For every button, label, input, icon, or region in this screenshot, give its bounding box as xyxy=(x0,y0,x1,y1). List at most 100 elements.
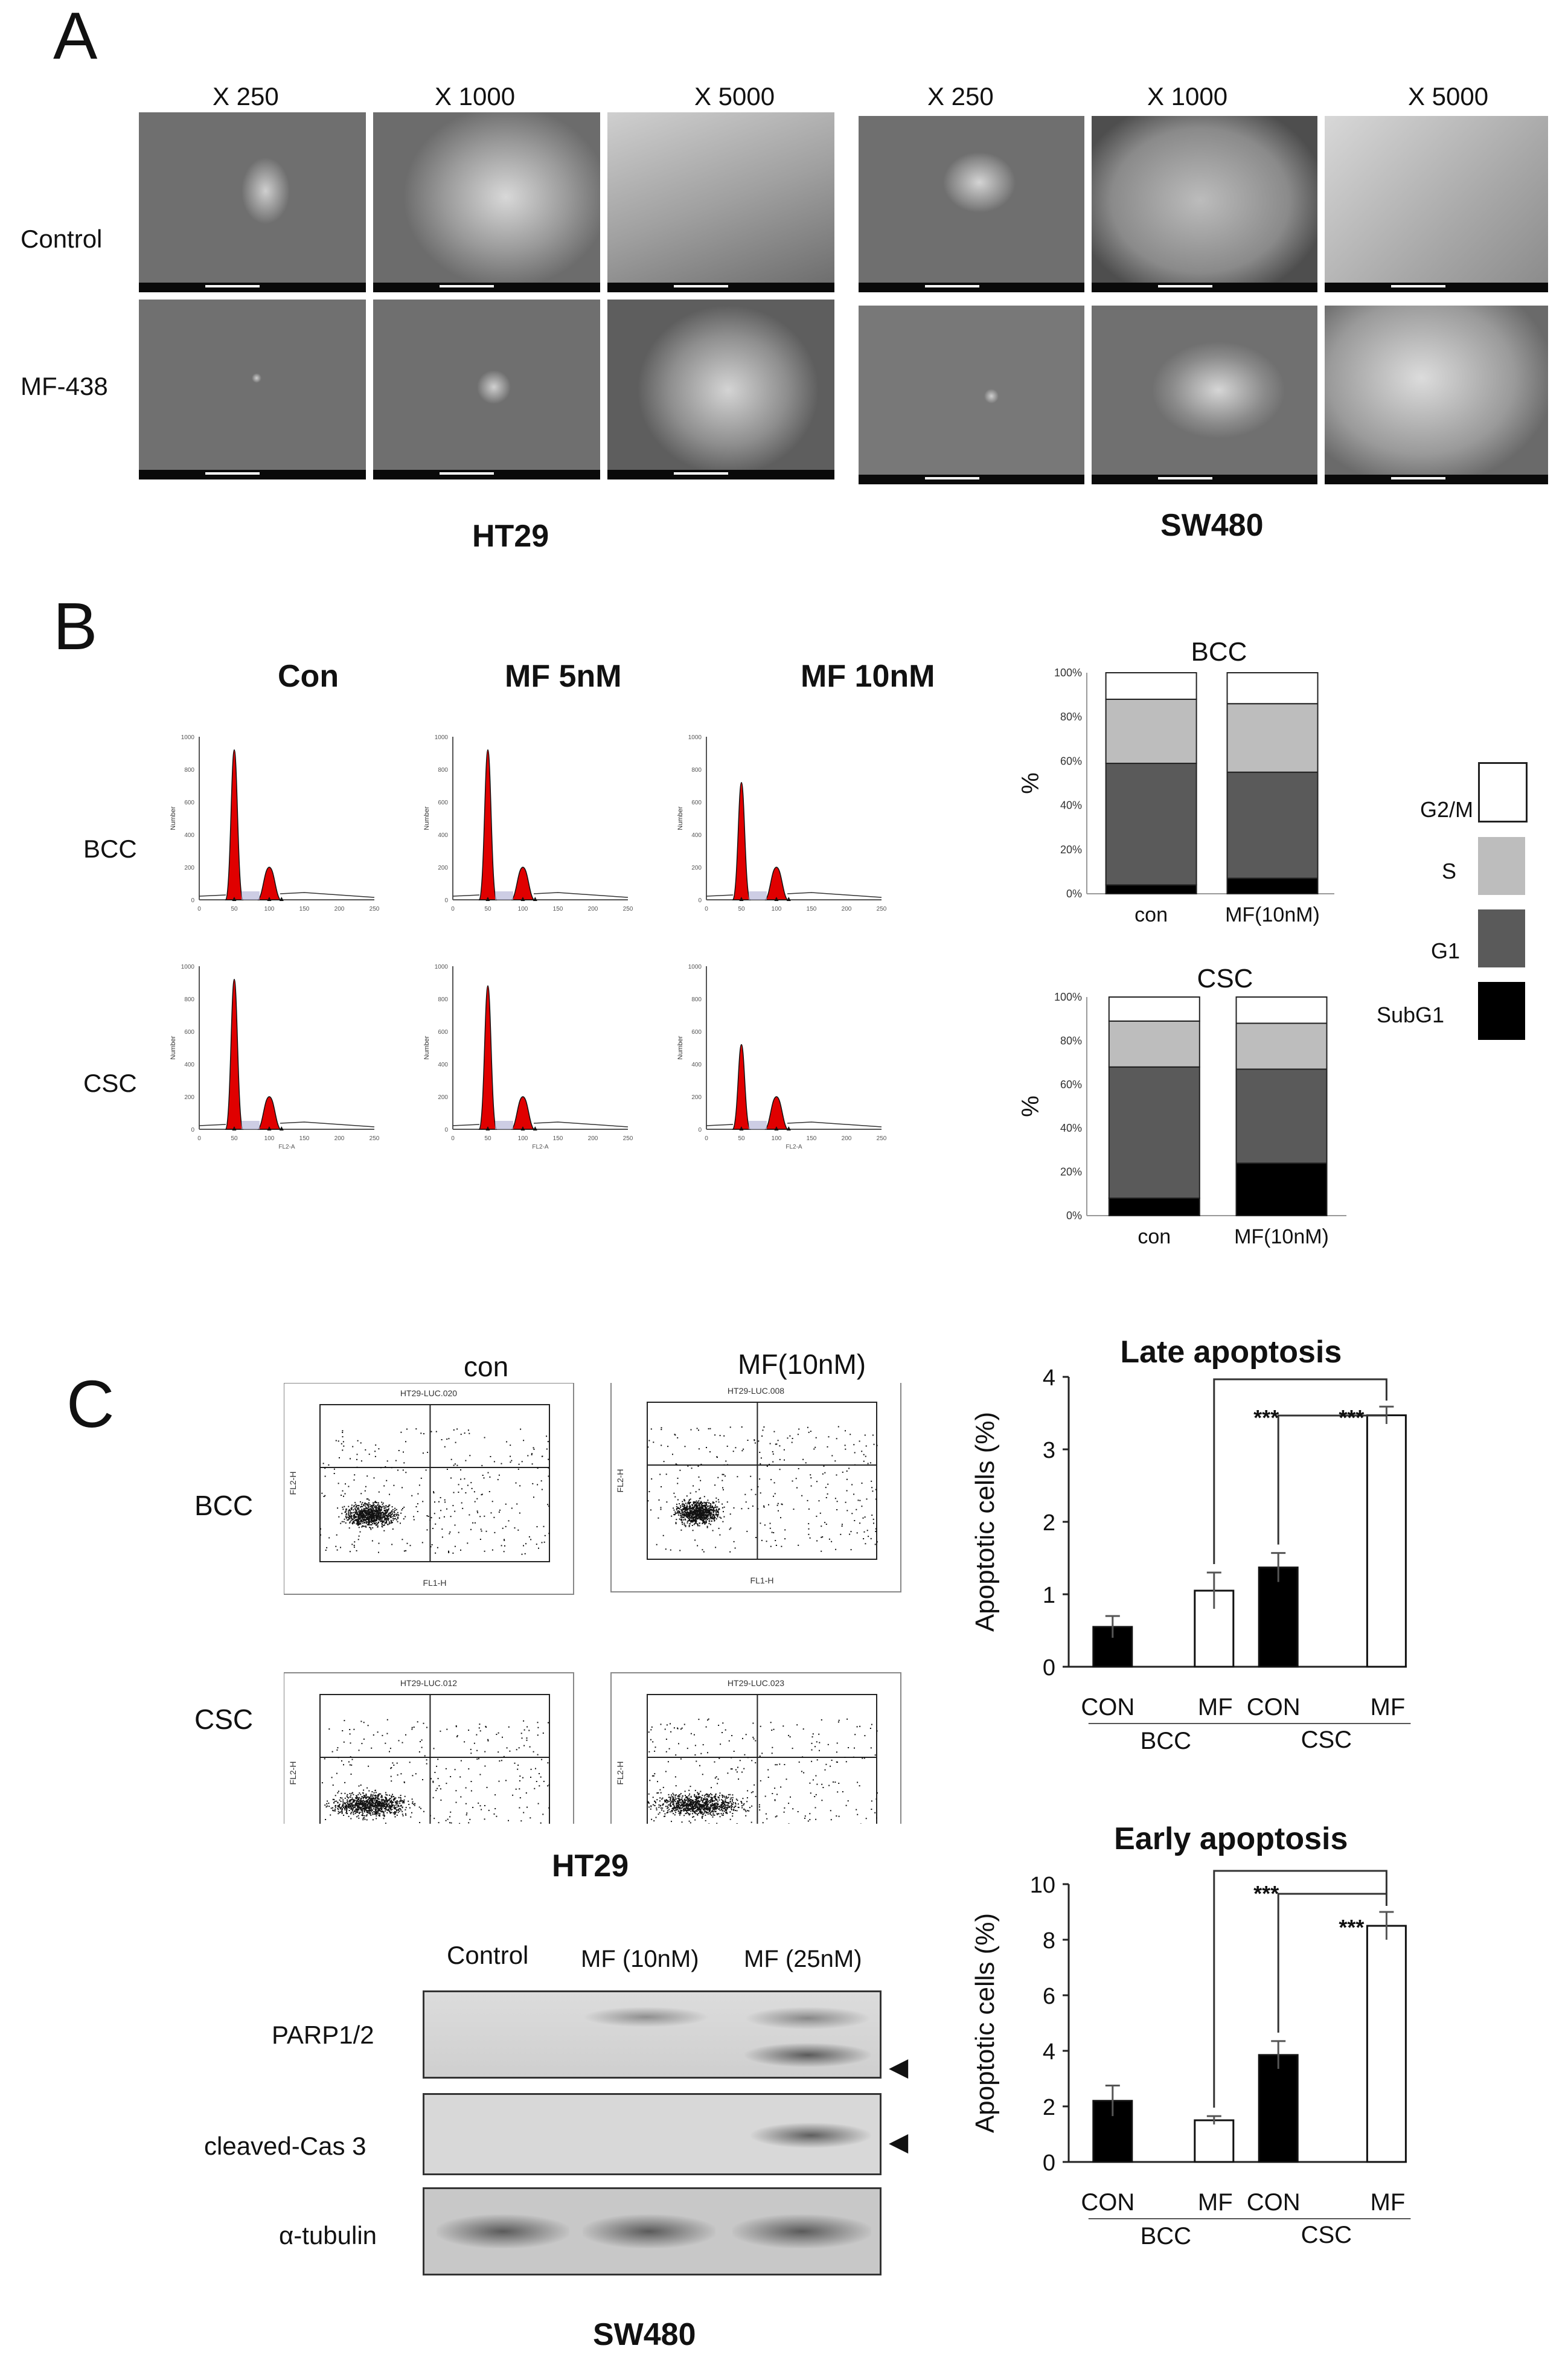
histogram-x-tick: 0 xyxy=(451,906,455,912)
histogram-y-tick: 1000 xyxy=(688,964,702,970)
flow-y-label: FL2-H xyxy=(615,1762,625,1785)
histogram-y-tick: 600 xyxy=(438,1029,448,1036)
flow-dots xyxy=(647,1718,878,1824)
histogram-x-tick: 50 xyxy=(738,906,745,912)
legend-label-s: S xyxy=(1442,859,1457,883)
apoptosis-bar xyxy=(1366,1925,1407,2163)
apoptosis-y-tick: 6 xyxy=(1043,1984,1055,2009)
histogram-x-tick: 150 xyxy=(807,906,817,912)
histogram-y-tick: 800 xyxy=(184,996,194,1003)
histogram-x-tick: 200 xyxy=(334,906,345,912)
cell-cycle-stacked-chart-csc: 0% 20% 40% 60% 80% 100%% CSC con MF(10nM) xyxy=(1020,964,1346,1248)
peak-marker-icon: ▲ xyxy=(266,1124,273,1132)
g2m-peak xyxy=(511,1096,535,1130)
sem-image-ht29-control-x1000 xyxy=(373,112,600,292)
peak-marker-icon: ▲ xyxy=(773,1124,780,1132)
group-label-sw480: SW480 xyxy=(1160,508,1264,543)
g1-peak xyxy=(478,985,498,1130)
flow-dot-cloud xyxy=(647,1718,878,1824)
condition-mf10: MF 10nM xyxy=(801,659,935,694)
mag-label: X 1000 xyxy=(1147,82,1228,111)
peak-marker-icon: ▲ xyxy=(484,1124,491,1132)
apoptosis-title: Early apoptosis xyxy=(1114,1821,1348,1856)
histogram-x-label: FL2-A xyxy=(786,1144,802,1150)
legend-swatch-subg1 xyxy=(1478,982,1525,1040)
peak-marker-icon: ▲ xyxy=(519,1124,526,1132)
condition-con: Con xyxy=(278,659,339,694)
row-label-bcc: BCC xyxy=(83,835,137,863)
apoptosis-y-tick: 4 xyxy=(1043,2039,1055,2065)
histogram-x-tick: 200 xyxy=(842,906,852,912)
histogram-trace xyxy=(706,1121,882,1127)
s-phase-fill xyxy=(749,891,767,900)
flow-plot-axes xyxy=(319,1404,550,1562)
stack-segment-g2m xyxy=(1108,996,1200,1022)
row-label-csc: CSC xyxy=(83,1069,137,1097)
g1-peak xyxy=(732,781,751,900)
histogram-y-tick: 400 xyxy=(438,832,448,839)
significance-stars: *** xyxy=(1339,1405,1364,1430)
western-col-control: Control xyxy=(447,1941,529,1969)
stack-segment-s xyxy=(1235,1022,1328,1070)
histogram-y-label: Number xyxy=(423,1036,430,1059)
histogram-y-tick: 800 xyxy=(438,767,448,774)
apoptosis-category-label: CON xyxy=(1081,1694,1134,1720)
histogram-y-tick: 200 xyxy=(691,865,702,871)
apoptosis-y-tick: 3 xyxy=(1043,1438,1055,1463)
significance-stars: *** xyxy=(1339,1915,1364,1940)
stack-segment-g2m xyxy=(1235,996,1328,1024)
g2m-peak xyxy=(257,867,281,900)
histogram-y-label: Number xyxy=(423,806,430,830)
western-col-mf10: MF (10nM) xyxy=(581,1946,699,1972)
histogram-y-tick: 1000 xyxy=(435,964,449,970)
peak-marker-icon: ▲ xyxy=(519,894,526,903)
stack-y-tick: 60% xyxy=(1060,1079,1082,1091)
western-col-mf25: MF (25nM) xyxy=(744,1946,862,1972)
g2m-peak xyxy=(257,1096,281,1130)
histogram-x-tick: 150 xyxy=(553,906,563,912)
western-blot-parp xyxy=(423,1990,882,2079)
stack-segment-g1 xyxy=(1105,763,1197,886)
histogram-y-tick: 800 xyxy=(438,996,448,1003)
histogram-trace xyxy=(706,892,882,898)
apoptosis-category-label: CON xyxy=(1081,2189,1134,2216)
apoptosis-bar xyxy=(1366,1414,1407,1668)
histogram-y-tick: 600 xyxy=(184,1029,194,1036)
flow-x-label: FL1-H xyxy=(423,1578,447,1588)
panel-a-letter: A xyxy=(53,0,98,73)
apoptosis-y-label: Apoptotic cells (%) xyxy=(970,1913,1000,2133)
sem-image-ht29-mf438-x1000 xyxy=(373,300,600,479)
histogram-y-tick: 200 xyxy=(184,865,194,871)
histogram-y-label: Number xyxy=(170,1036,177,1059)
stack-category-label: con xyxy=(1138,1225,1171,1248)
flow-plot-title: HT29-LUC.008 xyxy=(728,1386,784,1396)
mag-label: X 5000 xyxy=(694,82,775,111)
stack-category-label: MF(10nM) xyxy=(1225,903,1320,926)
histogram-y-tick: 200 xyxy=(438,865,448,871)
peak-marker-icon: ▲ xyxy=(738,894,745,903)
histogram-x-tick: 100 xyxy=(518,906,528,912)
legend-swatch-g2m xyxy=(1478,762,1528,823)
stack-segment-subg1 xyxy=(1235,1162,1328,1216)
flow-column-con: con xyxy=(464,1351,509,1382)
histogram-y-tick: 400 xyxy=(438,1062,448,1068)
row-label-control: Control xyxy=(21,225,103,253)
g1-peak xyxy=(225,978,244,1130)
histogram-y-tick: 800 xyxy=(691,996,702,1003)
histogram-y-tick: 1000 xyxy=(688,734,702,741)
histogram-x-tick: 200 xyxy=(842,1135,852,1142)
sem-image-ht29-control-x5000 xyxy=(607,112,834,292)
g1-peak xyxy=(478,749,498,900)
stack-y-tick: 40% xyxy=(1060,800,1082,812)
flow-group-label: HT29 xyxy=(552,1849,629,1884)
western-group-label: SW480 xyxy=(593,2317,696,2352)
histogram-x-tick: 250 xyxy=(623,1135,633,1142)
histogram-x-tick: 50 xyxy=(484,1135,491,1142)
stack-segment-subg1 xyxy=(1226,877,1319,895)
apoptosis-group-label: BCC xyxy=(1141,1728,1191,1754)
sem-image-ht29-mf438-x250 xyxy=(139,300,366,479)
histogram-x-tick: 150 xyxy=(553,1135,563,1142)
sem-image-sw480-control-x1000 xyxy=(1092,116,1317,292)
apoptosis-group-label: CSC xyxy=(1301,2222,1352,2248)
sem-image-sw480-mf438-x1000 xyxy=(1092,306,1317,484)
